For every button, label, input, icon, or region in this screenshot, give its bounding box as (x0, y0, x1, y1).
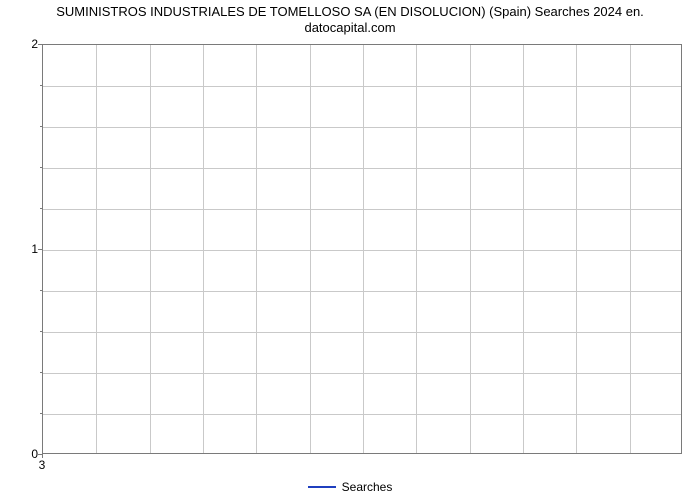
y-minor-tick-mark (40, 372, 42, 373)
gridline-horizontal (43, 291, 681, 292)
gridline-horizontal (43, 86, 681, 87)
gridline-vertical (470, 45, 471, 453)
chart-container: SUMINISTROS INDUSTRIALES DE TOMELLOSO SA… (0, 0, 700, 500)
gridline-vertical (576, 45, 577, 453)
y-minor-tick-mark (40, 167, 42, 168)
legend-swatch (308, 486, 336, 488)
gridline-vertical (203, 45, 204, 453)
gridline-horizontal (43, 414, 681, 415)
y-minor-tick-mark (40, 331, 42, 332)
legend-label: Searches (342, 480, 393, 494)
gridline-vertical (150, 45, 151, 453)
x-tick-label: 3 (39, 458, 46, 472)
gridline-horizontal (43, 168, 681, 169)
gridline-vertical (310, 45, 311, 453)
y-minor-tick-mark (40, 208, 42, 209)
y-minor-tick-mark (40, 290, 42, 291)
chart-title: SUMINISTROS INDUSTRIALES DE TOMELLOSO SA… (0, 4, 700, 37)
plot-area (42, 44, 682, 454)
gridline-horizontal (43, 209, 681, 210)
chart-title-line2: datocapital.com (304, 20, 395, 35)
gridline-horizontal (43, 373, 681, 374)
gridline-vertical (96, 45, 97, 453)
gridline-horizontal (43, 332, 681, 333)
gridline-vertical (523, 45, 524, 453)
y-minor-tick-mark (40, 126, 42, 127)
gridline-vertical (416, 45, 417, 453)
y-tick-label: 2 (4, 37, 38, 51)
legend: Searches (0, 479, 700, 494)
gridline-vertical (256, 45, 257, 453)
gridline-vertical (363, 45, 364, 453)
gridline-horizontal (43, 127, 681, 128)
gridline-vertical (630, 45, 631, 453)
y-tick-mark (38, 249, 42, 250)
chart-title-line1: SUMINISTROS INDUSTRIALES DE TOMELLOSO SA… (56, 4, 644, 19)
x-tick-mark (42, 454, 43, 458)
y-tick-label: 1 (4, 242, 38, 256)
gridline-horizontal (43, 250, 681, 251)
y-tick-mark (38, 44, 42, 45)
y-minor-tick-mark (40, 85, 42, 86)
y-tick-label: 0 (4, 447, 38, 461)
y-minor-tick-mark (40, 413, 42, 414)
